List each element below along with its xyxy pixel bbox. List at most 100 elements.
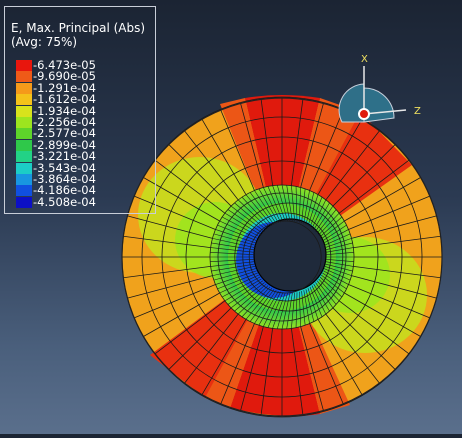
- mesh-radial-fine: [267, 292, 284, 328]
- mesh-radial-fine: [315, 205, 334, 232]
- mesh-radial-fine: [211, 263, 255, 272]
- mesh-radial-fine: [249, 192, 275, 225]
- mesh-radial: [201, 319, 247, 395]
- mesh-radial-fine: [320, 274, 345, 294]
- mesh-radial-fine: [230, 205, 265, 232]
- triad-z-label: Z: [414, 106, 421, 117]
- mesh-radial-fine: [263, 291, 281, 327]
- mesh-radial-fine: [267, 186, 284, 222]
- mesh-radial: [154, 300, 226, 355]
- mesh-radial-fine: [277, 185, 288, 222]
- mesh-radial-fine: [272, 185, 286, 222]
- mesh-radial: [127, 275, 213, 299]
- legend-swatch: [16, 185, 32, 197]
- mesh-radial: [220, 323, 255, 405]
- mesh-radial-fine: [281, 292, 291, 330]
- mesh-radial-fine: [316, 209, 337, 234]
- mesh-radial-fine: [305, 192, 315, 225]
- legend-value: -1.934e-04: [33, 103, 96, 118]
- mesh-radial-fine: [263, 187, 281, 223]
- mesh-radial-fine: [309, 286, 323, 317]
- mesh-radial-fine: [234, 202, 267, 231]
- mesh-radial-fine: [299, 187, 301, 223]
- mesh-radial-fine: [281, 184, 291, 222]
- mesh-radial: [123, 266, 211, 279]
- legend-swatch: [16, 105, 32, 117]
- legend-title: E, Max. Principal (Abs): [11, 21, 146, 35]
- mesh-radial-fine: [325, 263, 353, 272]
- legend-swatch: [16, 196, 32, 208]
- legend-swatch: [16, 60, 32, 71]
- mesh-radial-fine: [325, 261, 354, 267]
- mesh-radial: [260, 328, 273, 415]
- legend-value: -1.291e-04: [33, 80, 96, 95]
- legend-swatch: [16, 71, 32, 83]
- mesh-radial: [332, 307, 396, 370]
- mesh-radial: [353, 235, 441, 248]
- mesh-radial-fine: [210, 259, 255, 263]
- mesh-radial-fine: [305, 289, 315, 322]
- legend-value: -9.690e-05: [33, 69, 96, 84]
- mesh-radial-fine: [323, 268, 351, 281]
- contour-legend: E, Max. Principal (Abs) (Avg: 75%) -6.47…: [4, 6, 156, 214]
- mesh-radial-fine: [301, 188, 306, 223]
- mesh-radial: [348, 195, 430, 230]
- mesh-radial-fine: [303, 190, 310, 224]
- legend-value: -2.899e-04: [33, 137, 96, 152]
- legend-value: -3.543e-04: [33, 160, 96, 175]
- mesh-radial-fine: [319, 216, 343, 238]
- mesh-radial: [300, 326, 324, 411]
- mesh-radial-fine: [325, 247, 354, 253]
- mesh-radial-fine: [254, 190, 277, 224]
- legend-swatch: [16, 94, 32, 106]
- mesh-radial-fine: [277, 292, 288, 329]
- mesh-radial-fine: [215, 270, 257, 285]
- mesh-radial-fine: [213, 268, 256, 281]
- mesh-radial-fine: [303, 290, 310, 324]
- mesh-radial-fine: [212, 266, 256, 276]
- mesh-radial-fine: [211, 242, 255, 251]
- mesh-radial-fine: [318, 278, 340, 302]
- mesh-radial-fine: [323, 270, 349, 285]
- legend-value: -4.508e-04: [33, 194, 96, 209]
- mesh-radial: [143, 177, 220, 222]
- mesh-radial: [325, 130, 380, 201]
- mesh-radial-fine: [316, 280, 337, 305]
- mesh-radial-fine: [221, 216, 261, 238]
- mesh-radial-fine: [324, 238, 352, 248]
- mesh-radial: [348, 284, 430, 319]
- mesh-radial: [168, 307, 232, 370]
- mesh-radial: [201, 119, 247, 195]
- mesh-radial-fine: [213, 233, 256, 246]
- mesh-radial: [240, 326, 264, 411]
- mesh-radial-fine: [325, 259, 354, 263]
- mesh-radial: [291, 328, 304, 415]
- mesh-radial: [344, 292, 421, 337]
- mesh-radial-fine: [311, 285, 327, 315]
- mesh-radial-fine: [307, 194, 319, 226]
- legend-swatch: [16, 174, 32, 185]
- mesh-radial: [134, 284, 216, 319]
- mesh-radial-fine: [227, 280, 264, 305]
- mesh-radial: [351, 275, 437, 299]
- mesh-radial-fine: [249, 289, 275, 322]
- triad-x-label: X: [361, 54, 368, 65]
- mesh-radial-fine: [258, 188, 279, 224]
- mesh-radial: [338, 159, 410, 214]
- legend-swatch: [16, 162, 32, 174]
- legend-swatch: [16, 82, 32, 94]
- mesh-radial: [338, 300, 410, 355]
- mesh-radial-fine: [230, 282, 265, 309]
- legend-value: -3.864e-04: [33, 172, 96, 186]
- mesh-radial: [184, 130, 239, 201]
- mesh-radial-fine: [323, 233, 351, 246]
- view-triad[interactable]: X Z: [334, 50, 430, 140]
- legend-value: -1.612e-04: [33, 92, 96, 107]
- mesh-radial-fine: [324, 266, 352, 276]
- mesh-radial-fine: [320, 220, 345, 240]
- mesh-radial-fine: [227, 209, 264, 234]
- mesh-radial: [317, 119, 363, 195]
- mesh-radial-fine: [286, 185, 293, 222]
